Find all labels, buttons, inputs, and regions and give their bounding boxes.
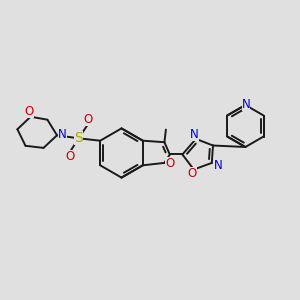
Text: O: O [188,167,197,180]
Text: S: S [74,131,83,145]
Text: N: N [214,159,223,172]
Text: O: O [84,113,93,126]
Text: N: N [242,98,250,111]
Text: O: O [25,105,34,118]
Text: N: N [58,128,67,141]
Text: N: N [190,128,199,141]
Text: O: O [65,150,74,164]
Text: O: O [165,157,174,170]
